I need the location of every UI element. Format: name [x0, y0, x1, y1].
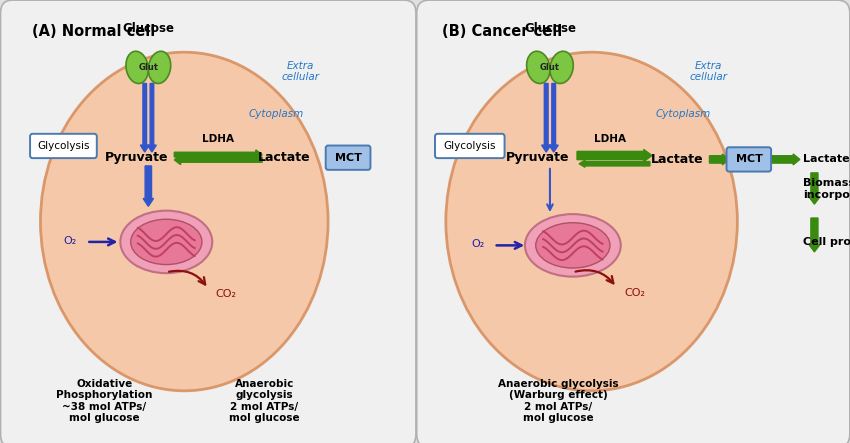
FancyBboxPatch shape: [416, 0, 850, 443]
Polygon shape: [541, 83, 551, 152]
Ellipse shape: [121, 211, 212, 273]
Text: Cytoplasm: Cytoplasm: [655, 109, 711, 119]
Text: CO₂: CO₂: [216, 289, 237, 299]
Text: MCT: MCT: [335, 153, 361, 163]
Text: Cytoplasm: Cytoplasm: [248, 109, 303, 119]
Text: Pyruvate: Pyruvate: [105, 151, 168, 164]
Text: Glut: Glut: [540, 63, 560, 72]
Text: MCT: MCT: [735, 155, 762, 164]
Ellipse shape: [131, 219, 202, 264]
Text: O₂: O₂: [64, 236, 77, 245]
FancyBboxPatch shape: [30, 134, 97, 158]
Text: Extra
cellular: Extra cellular: [281, 61, 319, 82]
Polygon shape: [148, 83, 156, 152]
Text: Glycolysis: Glycolysis: [37, 141, 90, 151]
Text: LDHA: LDHA: [202, 134, 235, 144]
Text: Cell proliferation: Cell proliferation: [803, 237, 850, 247]
Text: Glucose: Glucose: [524, 22, 576, 35]
FancyBboxPatch shape: [727, 147, 771, 171]
Polygon shape: [549, 83, 558, 152]
FancyBboxPatch shape: [435, 134, 505, 158]
Text: Oxidative
Phosphorylation
~38 mol ATPs/
mol glucose: Oxidative Phosphorylation ~38 mol ATPs/ …: [56, 379, 152, 424]
Text: Pyruvate: Pyruvate: [506, 151, 570, 164]
Polygon shape: [809, 173, 819, 204]
Ellipse shape: [536, 223, 610, 268]
Text: Lactate: Lactate: [803, 155, 850, 164]
Text: Lactate: Lactate: [258, 151, 310, 164]
Polygon shape: [577, 149, 652, 162]
Text: Biomass
incorporation: Biomass incorporation: [803, 178, 850, 200]
Polygon shape: [809, 218, 819, 252]
Ellipse shape: [527, 51, 550, 83]
FancyBboxPatch shape: [326, 145, 371, 170]
Polygon shape: [174, 155, 262, 165]
Text: Anaerobic glycolysis
(Warburg effect)
2 mol ATPs/
mol glucose: Anaerobic glycolysis (Warburg effect) 2 …: [498, 379, 619, 424]
Text: Glucose: Glucose: [122, 22, 174, 35]
Ellipse shape: [148, 51, 171, 83]
FancyBboxPatch shape: [1, 0, 416, 443]
Text: Glycolysis: Glycolysis: [444, 141, 496, 151]
Polygon shape: [140, 83, 149, 152]
Ellipse shape: [525, 214, 620, 276]
Polygon shape: [143, 166, 154, 206]
Ellipse shape: [126, 51, 149, 83]
Text: Anaerobic
glycolysis
2 mol ATPs/
mol glucose: Anaerobic glycolysis 2 mol ATPs/ mol glu…: [229, 379, 299, 424]
Text: LDHA: LDHA: [594, 134, 626, 144]
Text: Lactate: Lactate: [650, 153, 703, 166]
Polygon shape: [710, 154, 729, 165]
Text: Extra
cellular: Extra cellular: [689, 61, 728, 82]
Text: Glut: Glut: [139, 63, 158, 72]
Text: (A) Normal cell: (A) Normal cell: [32, 24, 156, 39]
Ellipse shape: [41, 52, 328, 391]
Polygon shape: [579, 160, 650, 167]
Ellipse shape: [445, 52, 737, 391]
Text: CO₂: CO₂: [625, 288, 646, 298]
Polygon shape: [770, 154, 800, 165]
Ellipse shape: [550, 51, 573, 83]
Text: (B) Cancer cell: (B) Cancer cell: [442, 24, 562, 39]
Text: O₂: O₂: [472, 239, 485, 249]
Polygon shape: [174, 150, 262, 159]
